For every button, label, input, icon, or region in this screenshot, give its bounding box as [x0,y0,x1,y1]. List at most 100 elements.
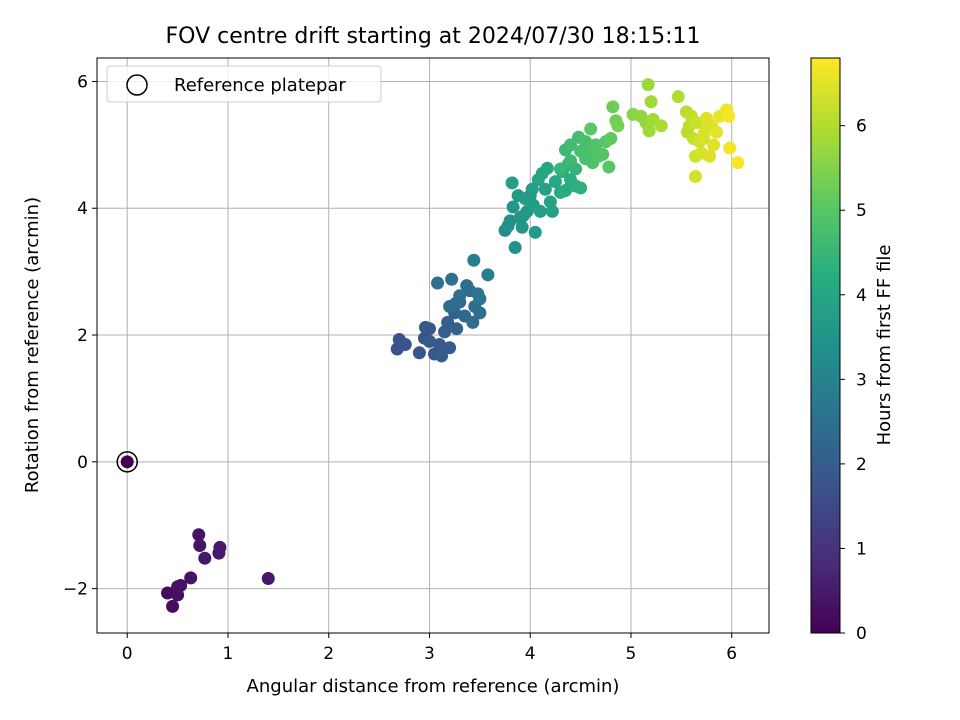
data-point [516,209,530,223]
x-tick-label: 1 [223,644,234,664]
data-point [689,116,703,130]
data-point [473,306,487,320]
colorbar-tick-label: 3 [856,370,867,390]
colorbar-tick-label: 0 [856,624,867,644]
data-point [553,162,567,176]
data-point [433,338,447,352]
legend-marker-reference [126,74,148,96]
data-point [722,109,736,123]
y-tick-label: 2 [77,326,88,346]
data-point [548,175,562,189]
data-point [171,588,185,602]
data-point [538,182,552,196]
data-point [723,141,737,155]
data-point [525,182,539,196]
data-point [533,204,547,218]
data-point [671,90,685,104]
data-point [518,192,532,206]
data-point [398,338,412,352]
x-tick-label: 3 [424,644,435,664]
data-point [508,241,522,255]
colorbar-tick-label: 5 [856,201,867,221]
data-point [450,322,464,336]
data-point [584,122,598,136]
x-tick-label: 0 [122,644,133,664]
data-point [192,528,206,542]
data-point [697,132,711,146]
data-point [443,341,457,355]
legend: Reference platepar [106,65,382,103]
data-point [418,320,432,334]
data-point [701,118,715,132]
y-axis-ticks: −2 0 2 4 6 [63,72,97,600]
data-point [688,170,702,184]
data-point [654,119,668,133]
y-axis-label: Rotation from reference (arcmin) [22,197,43,493]
data-point [644,95,658,109]
data-point [515,220,529,234]
data-point [703,149,717,163]
data-point [445,272,459,286]
reference-platepar-marker [116,451,138,473]
data-point [422,334,436,348]
data-point [528,225,542,239]
data-point [540,161,554,175]
x-tick-label: 6 [726,644,737,664]
data-point [198,551,212,565]
data-point [642,124,656,138]
y-tick-label: 4 [77,199,88,219]
data-point [261,571,275,585]
data-point [473,292,487,306]
x-tick-label: 5 [626,644,637,664]
data-point [431,276,445,290]
data-point [193,539,207,553]
colorbar-tick-label: 4 [856,286,867,306]
data-point [213,540,227,554]
data-point [574,144,588,158]
data-point [710,125,724,139]
colorbar-tick-label: 2 [856,455,867,475]
data-point [184,571,198,585]
colorbar-ticks: 0 1 2 3 4 5 6 [840,117,867,644]
data-point [731,156,745,170]
x-tick-label: 2 [323,644,334,664]
data-point [641,78,655,92]
data-point [602,160,616,174]
x-axis-ticks: 0 1 2 3 4 5 6 [122,633,737,664]
data-point [460,279,474,293]
data-point [606,100,620,114]
legend-box [106,65,382,103]
data-point [443,300,457,314]
data-point [441,315,455,329]
colorbar-tick-label: 1 [856,539,867,559]
data-point [166,599,180,613]
data-point [589,138,603,152]
colorbar: 0 1 2 3 4 5 6 Hours from first FF file [810,57,895,644]
data-point [435,349,449,363]
data-point [501,219,515,233]
chart-title: FOV centre drift starting at 2024/07/30 … [166,24,701,49]
data-point [120,455,134,469]
colorbar-label: Hours from first FF file [874,245,895,446]
axes-frame [96,57,770,634]
data-points [116,78,745,613]
colorbar-gradient [810,57,841,634]
x-axis-label: Angular distance from reference (arcmin) [247,676,620,697]
data-point [604,132,618,146]
data-point [564,154,578,168]
x-tick-label: 4 [525,644,536,664]
colorbar-tick-label: 6 [856,117,867,137]
data-point [467,253,481,267]
y-tick-label: 0 [77,453,88,473]
data-point [574,181,588,195]
data-point [611,119,625,133]
data-point [466,315,480,329]
y-tick-label: −2 [63,580,88,600]
data-point [481,268,495,282]
data-point [505,176,519,190]
y-tick-label: 6 [77,72,88,92]
data-point [558,183,572,197]
legend-entry-reference: Reference platepar [174,75,346,96]
data-point [506,200,520,214]
